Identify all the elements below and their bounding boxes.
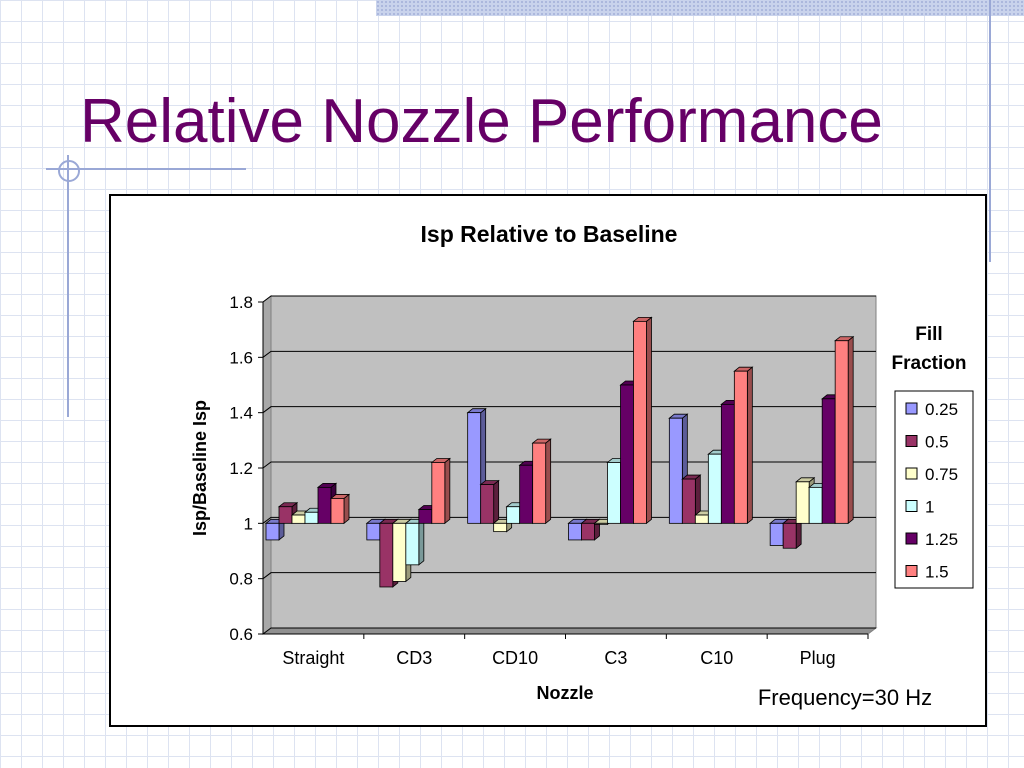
bar bbox=[581, 522, 595, 541]
x-axis-label: Nozzle bbox=[536, 683, 593, 703]
bar bbox=[707, 453, 722, 524]
plot-floor bbox=[261, 627, 878, 635]
bar bbox=[694, 514, 709, 524]
gridline bbox=[262, 627, 876, 635]
bar bbox=[317, 486, 332, 524]
bar bbox=[733, 370, 748, 524]
bar-side bbox=[343, 493, 350, 525]
top-decoration-band bbox=[376, 0, 1024, 16]
bar bbox=[808, 486, 823, 524]
bar bbox=[379, 522, 394, 588]
decoration-horizontal-line bbox=[46, 168, 246, 170]
bar bbox=[330, 498, 345, 524]
bar-side bbox=[418, 518, 425, 566]
decoration-circle-icon bbox=[58, 160, 80, 182]
gridline bbox=[262, 572, 876, 580]
annotation-frequency: Frequency=30 Hz bbox=[758, 685, 932, 710]
y-tick-label: 1.2 bbox=[229, 459, 253, 478]
x-tick-label: Plug bbox=[800, 648, 836, 668]
legend-label: 0.75 bbox=[925, 465, 958, 484]
bar bbox=[392, 522, 407, 582]
legend-label: 1.5 bbox=[925, 563, 949, 582]
legend-title-line2: Fraction bbox=[892, 353, 967, 374]
x-tick-label: Straight bbox=[282, 648, 344, 668]
bar bbox=[519, 464, 534, 524]
legend-swatch bbox=[905, 565, 918, 577]
bar bbox=[568, 522, 582, 541]
bar bbox=[493, 522, 508, 533]
bar bbox=[720, 403, 735, 524]
y-tick-label: 1.8 bbox=[229, 293, 253, 312]
gridline bbox=[262, 406, 876, 414]
bar bbox=[418, 509, 433, 524]
bar bbox=[405, 522, 420, 566]
bar-side bbox=[646, 316, 652, 525]
bar bbox=[821, 398, 836, 524]
bar bbox=[769, 522, 784, 546]
bar bbox=[506, 506, 521, 524]
decoration-vertical-line-left bbox=[67, 155, 69, 417]
gridline bbox=[262, 350, 876, 358]
bar bbox=[291, 514, 306, 524]
bar bbox=[366, 522, 381, 541]
x-tick-label: CD3 bbox=[396, 648, 432, 668]
bar bbox=[795, 481, 810, 524]
gridline bbox=[262, 295, 876, 303]
bar bbox=[532, 442, 547, 524]
bar bbox=[633, 320, 647, 524]
legend-label: 1 bbox=[925, 498, 934, 517]
bar bbox=[620, 384, 634, 524]
legend-swatch bbox=[905, 532, 918, 545]
bar-side bbox=[545, 438, 552, 525]
legend-label: 1.25 bbox=[925, 530, 958, 549]
legend-label: 0.25 bbox=[925, 400, 958, 419]
bar bbox=[607, 462, 621, 524]
bar bbox=[834, 340, 849, 524]
legend-swatch bbox=[905, 467, 918, 480]
bar bbox=[668, 417, 683, 524]
bar-side bbox=[493, 479, 500, 525]
chart-container: 0.6 0.8 1 1.2 1.4 1.6 1.8 Straight CD3 CD10 C3 C10 P… bbox=[109, 194, 987, 727]
bar bbox=[304, 511, 319, 524]
bar-side bbox=[746, 366, 753, 525]
slide-title: Relative Nozzle Performance bbox=[80, 87, 883, 156]
legend-swatch bbox=[905, 402, 918, 415]
legend-label: 0.5 bbox=[925, 433, 949, 452]
y-tick-label: 1.4 bbox=[229, 404, 253, 423]
bar bbox=[594, 522, 608, 525]
y-tick-label: 1 bbox=[244, 514, 253, 533]
bar bbox=[782, 522, 797, 549]
y-axis-label: Isp/Baseline Isp bbox=[190, 400, 210, 536]
bar bbox=[431, 462, 446, 524]
bar-chart: 0.6 0.8 1 1.2 1.4 1.6 1.8 Straight CD3 CD10 C3 C10 P… bbox=[190, 221, 974, 710]
bar bbox=[278, 506, 293, 524]
bar bbox=[265, 522, 280, 541]
x-tick-label: C3 bbox=[604, 648, 627, 668]
bar bbox=[681, 478, 696, 524]
y-tick-label: 0.6 bbox=[229, 625, 253, 644]
legend-title-line1: Fill bbox=[915, 324, 942, 345]
bar bbox=[480, 484, 495, 524]
legend-swatch bbox=[905, 435, 918, 447]
bar-side bbox=[847, 335, 854, 525]
y-tick-label: 0.8 bbox=[229, 570, 253, 589]
bar-side bbox=[444, 457, 451, 525]
bar bbox=[467, 412, 482, 524]
decoration-vertical-line-right bbox=[989, 0, 991, 262]
chart-title: Isp Relative to Baseline bbox=[421, 221, 678, 247]
legend-box bbox=[894, 390, 974, 589]
x-tick-label: CD10 bbox=[492, 648, 538, 668]
legend-swatch bbox=[905, 500, 918, 512]
y-tick-label: 1.6 bbox=[229, 348, 253, 367]
x-tick-label: C10 bbox=[700, 648, 733, 668]
